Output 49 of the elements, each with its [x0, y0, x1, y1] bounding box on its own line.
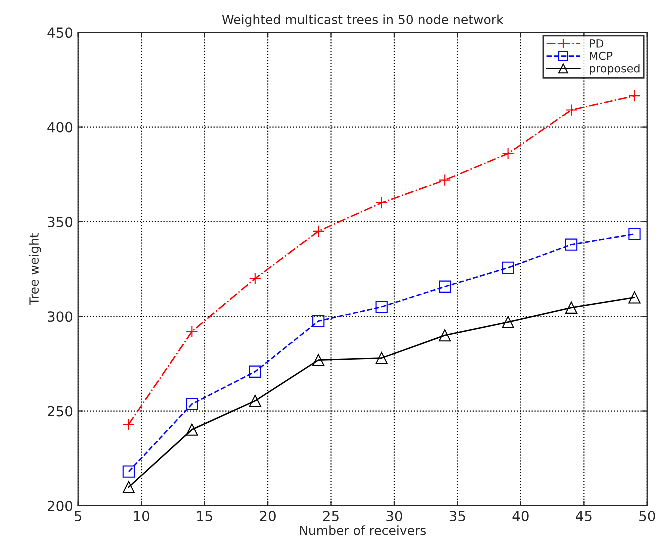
y-tick-label: 300: [48, 312, 73, 322]
point: [565, 238, 578, 251]
point: [438, 174, 452, 186]
y-tick-label: 400: [48, 122, 73, 133]
point: [376, 196, 388, 210]
point: [628, 90, 641, 102]
y-tick-label: 450: [48, 28, 73, 38]
point: [376, 352, 388, 364]
legend-label: PD: [590, 40, 604, 48]
point: [122, 481, 136, 494]
legend-label: proposed: [590, 64, 640, 75]
point: [122, 466, 136, 478]
x-tick-label: 50: [640, 511, 656, 522]
x-tick-label: 15: [197, 511, 212, 522]
x-tick-label: 25: [323, 511, 339, 522]
point: [502, 262, 514, 274]
x-tick-label: 45: [576, 511, 592, 522]
x-tick-label: 5: [75, 511, 82, 522]
point: [249, 272, 262, 285]
point: [438, 329, 452, 342]
x-tick-label: 10: [134, 511, 150, 522]
point: [565, 104, 578, 116]
y-tick-label: 250: [48, 406, 73, 417]
point: [186, 424, 198, 436]
y-tick-label: 200: [48, 500, 73, 512]
y-tick-label: 350: [48, 216, 73, 228]
point: [312, 225, 325, 238]
x-tick-label: 35: [450, 511, 466, 522]
point: [438, 280, 452, 293]
point: [502, 316, 514, 328]
point: [312, 354, 325, 366]
chart-title: Weighted multicast trees in 50 node network: [222, 14, 504, 27]
point: [565, 302, 578, 314]
x-tick-label: 20: [260, 511, 276, 522]
point: [376, 301, 388, 314]
point: [249, 366, 262, 378]
point: [502, 148, 514, 160]
x-tick-label: 40: [512, 511, 529, 522]
x-tick-label: 30: [386, 511, 402, 522]
point: [628, 292, 641, 304]
point: [628, 228, 641, 240]
point: [249, 394, 262, 408]
point: [186, 326, 198, 338]
y-axis-title: Tree weight: [29, 234, 42, 306]
x-axis-title: Number of receivers: [300, 526, 426, 536]
legend-label: MCP: [590, 52, 613, 60]
point: [122, 418, 136, 431]
point: [186, 398, 198, 410]
point: [312, 315, 325, 328]
